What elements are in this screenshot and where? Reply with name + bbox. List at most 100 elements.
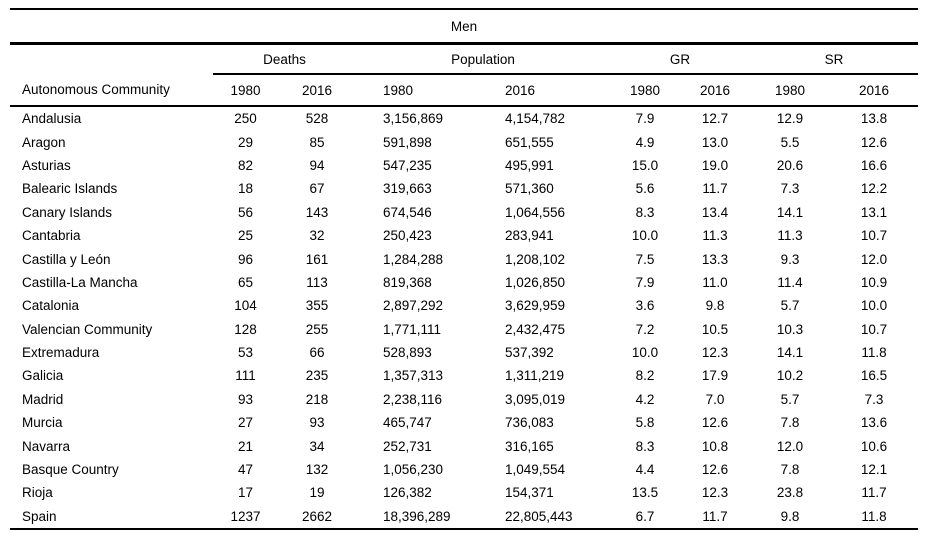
table-row: Andalusia 250 528 3,156,869 4,154,782 7.… [10,106,918,130]
deaths-1980-cell: 65 [237,274,254,290]
community-cell: Balearic Islands [22,181,118,197]
deaths-1980-cell: 47 [237,462,254,478]
sr-1980-cell: 5.5 [780,134,800,150]
group-sr: SR [750,43,919,75]
table-row: Rioja 17 19 126,382 154,371 13.5 12.3 23… [10,481,918,504]
deaths-1980-cell: 96 [237,251,254,267]
sr-1980-cell: 11.3 [777,228,803,244]
subheader-gr-2016: 2016 [680,74,750,107]
population-1980-cell: 18,396,289 [356,504,478,531]
deaths-1980-cell: 18 [237,181,254,197]
community-cell: Basque Country [22,462,119,478]
deaths-1980-cell: 93 [237,391,254,407]
gr-1980-cell: 13.5 [631,485,659,501]
deaths-1980-cell: 111 [235,368,256,384]
population-2016-cell: 571,360 [505,181,554,197]
deaths-2016-cell: 218 [305,391,329,407]
deaths-2016-cell: 143 [305,204,329,220]
deaths-1980-cell: 128 [234,321,257,337]
population-1980-cell: 1,056,230 [383,462,444,478]
gr-2016-cell: 13.0 [701,134,729,150]
deaths-2016-cell: 2662 [278,504,356,531]
deaths-2016-cell: 67 [309,181,325,197]
sr-2016-cell: 13.8 [860,111,888,127]
population-2016-cell: 3,629,959 [505,298,566,314]
population-2016-cell: 1,049,554 [505,462,566,478]
subheader-deaths-2016: 2016 [278,74,356,107]
deaths-2016-cell: 355 [305,298,329,314]
gr-2016-cell: 19.0 [701,157,729,173]
gr-2016-cell: 12.7 [701,111,729,127]
gr-1980-cell: 3.6 [635,298,655,314]
sr-2016-cell: 12.6 [860,134,888,150]
population-2016-cell: 283,941 [505,228,554,244]
gr-1980-cell: 5.8 [635,415,655,431]
table-row: Aragon 29 85 591,898 651,555 4.9 13.0 5.… [10,130,918,153]
gr-1980-cell: 4.4 [635,462,655,478]
sr-2016-cell: 11.8 [861,345,887,361]
row-header-label: Autonomous Community [10,74,213,107]
gr-2016-cell: 13.3 [701,251,729,267]
sr-1980-cell: 9.8 [750,504,830,531]
table-row: Valencian Community 128 255 1,771,111 2,… [10,318,918,341]
deaths-1980-cell: 82 [237,157,254,173]
gr-2016-cell: 11.0 [702,274,728,290]
gr-2016-cell: 12.3 [701,345,729,361]
gr-2016-cell: 7.0 [705,391,725,407]
deaths-1980-cell: 25 [237,228,254,244]
deaths-1980-cell: 29 [237,134,254,150]
sr-1980-cell: 23.8 [776,485,804,501]
group-spacer [10,44,213,75]
column-header-row: Autonomous Community 1980 2016 1980 2016… [10,74,919,107]
group-population: Population [356,43,610,75]
table-header: Men Deaths Population GR SR Autonomous C… [10,8,919,107]
population-2016-cell: 1,208,102 [505,251,566,267]
table-row: Balearic Islands 18 67 319,663 571,360 5… [10,177,918,200]
sr-2016-cell: 16.6 [860,157,888,173]
gr-1980-cell: 8.2 [635,368,655,384]
population-1980-cell: 2,238,116 [383,391,443,407]
deaths-1980-cell: 17 [237,485,254,501]
community-cell: Extremadura [22,345,100,361]
gr-2016-cell: 17.9 [701,368,729,384]
gr-2016-cell: 12.3 [701,485,729,501]
gr-1980-cell: 7.5 [635,251,655,267]
population-2016-cell: 651,555 [505,134,554,150]
sr-2016-cell: 10.0 [860,298,888,314]
sr-1980-cell: 9.3 [780,251,800,267]
gr-1980-cell: 7.9 [635,111,655,127]
gr-2016-cell: 12.6 [701,462,729,478]
sr-2016-cell: 10.7 [860,228,888,244]
deaths-2016-cell: 34 [309,438,325,454]
deaths-1980-cell: 21 [237,438,254,454]
community-cell: Galicia [22,368,64,384]
gr-2016-cell: 13.4 [701,204,729,220]
population-1980-cell: 319,663 [383,181,432,197]
sr-2016-cell: 11.7 [861,485,887,501]
sr-1980-cell: 10.3 [776,321,804,337]
community-cell: Rioja [22,485,53,501]
sr-2016-cell: 11.8 [830,504,919,531]
gr-1980-cell: 8.3 [635,204,655,220]
community-cell: Asturias [22,157,71,173]
table-row: Cantabria 25 32 250,423 283,941 10.0 11.… [10,224,918,247]
community-cell: Aragon [22,134,66,150]
population-1980-cell: 252,731 [383,438,432,454]
population-1980-cell: 3,156,869 [383,111,444,127]
table-row: Asturias 82 94 547,235 495,991 15.0 19.0… [10,154,918,177]
table-row: Madrid 93 218 2,238,116 3,095,019 4.2 7.… [10,388,918,411]
gr-2016-cell: 9.8 [705,298,725,314]
population-1980-cell: 1,357,313 [383,368,444,384]
community-cell: Spain [10,504,213,531]
sr-1980-cell: 11.4 [777,274,803,290]
table-row: Canary Islands 56 143 674,546 1,064,556 … [10,201,918,224]
deaths-2016-cell: 255 [305,321,329,337]
sr-2016-cell: 7.3 [864,391,884,407]
population-1980-cell: 465,747 [383,415,432,431]
community-cell: Castilla y León [22,251,111,267]
community-cell: Murcia [22,415,63,431]
table-row: Murcia 27 93 465,747 736,083 5.8 12.6 7.… [10,411,918,434]
population-1980-cell: 1,284,288 [383,251,444,267]
subheader-gr-1980: 1980 [610,74,680,107]
